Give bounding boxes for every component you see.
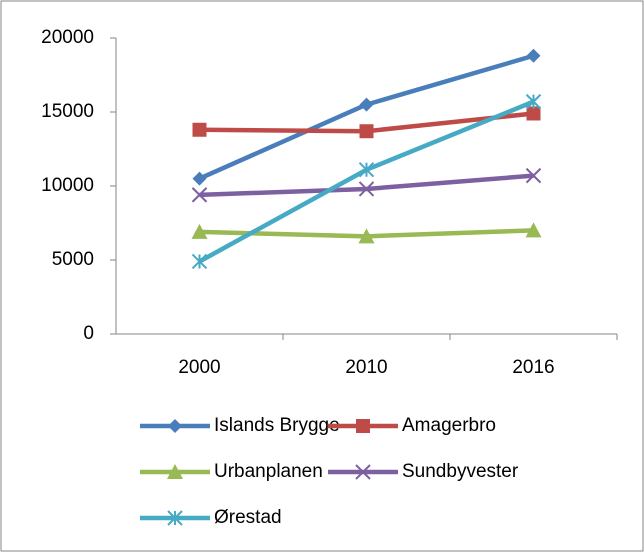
- legend-label: Ørestad: [214, 507, 282, 528]
- legend-label: Urbanplanen: [214, 461, 323, 482]
- marker: [192, 171, 207, 186]
- x-tick-label: 2000: [178, 357, 220, 378]
- marker: [358, 228, 375, 244]
- legend-label: Amagerbro: [402, 415, 496, 436]
- marker: [526, 106, 541, 121]
- marker: [358, 181, 375, 197]
- x-tick-label: 2010: [345, 357, 387, 378]
- y-tick-label: 0: [83, 323, 94, 344]
- y-tick-label: 10000: [41, 175, 94, 196]
- marker: [525, 93, 542, 110]
- marker: [356, 419, 370, 433]
- marker: [191, 253, 208, 270]
- marker: [167, 510, 183, 526]
- marker: [192, 122, 207, 137]
- y-tick-label: 20000: [41, 27, 94, 48]
- marker: [358, 162, 375, 178]
- marker: [525, 167, 542, 184]
- y-tick-label: 5000: [52, 249, 94, 270]
- legend-label: Sundbyvester: [402, 461, 519, 482]
- marker: [525, 222, 542, 238]
- marker: [167, 464, 183, 479]
- marker: [359, 97, 374, 112]
- marker: [359, 124, 374, 139]
- marker: [355, 464, 371, 480]
- x-tick-label: 2016: [512, 357, 554, 378]
- y-tick-label: 15000: [41, 101, 94, 122]
- legend-label: Islands Brygge: [214, 415, 340, 436]
- marker: [526, 48, 541, 63]
- marker: [191, 187, 208, 203]
- marker: [191, 223, 208, 239]
- marker: [168, 419, 182, 433]
